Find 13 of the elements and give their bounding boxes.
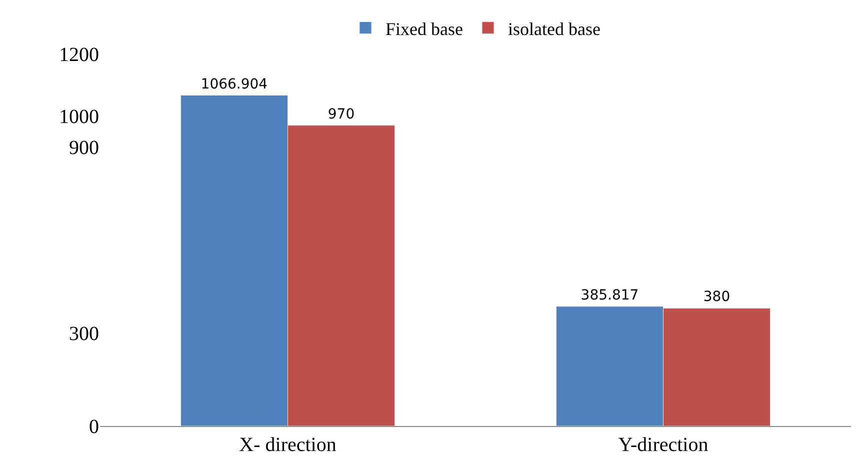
legend-label: Fixed base <box>386 18 463 39</box>
data-label: 970 <box>328 106 355 122</box>
data-label: 385.817 <box>580 287 639 304</box>
data-label: 380 <box>703 289 730 306</box>
y-tick-label: 300 <box>69 323 99 345</box>
y-tick-label: 1000 <box>59 106 99 128</box>
y-tick-label: 900 <box>69 137 99 159</box>
legend-label: isolated base <box>508 18 600 39</box>
y-tick-label: 0 <box>89 416 99 438</box>
x-tick-label: X- direction <box>239 434 336 456</box>
data-label: 1066.904 <box>200 76 268 92</box>
y-tick-label: 1200 <box>59 44 99 66</box>
x-tick-label: Y-direction <box>618 434 708 456</box>
